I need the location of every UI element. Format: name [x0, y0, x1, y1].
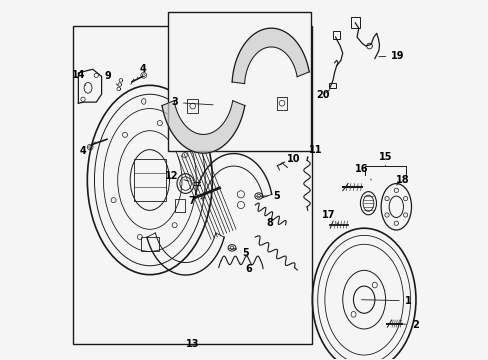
Bar: [73, 26, 312, 344]
Polygon shape: [162, 101, 244, 153]
Text: 12: 12: [164, 171, 188, 181]
Text: 6: 6: [240, 263, 252, 274]
Text: 18: 18: [395, 175, 408, 185]
Text: 8: 8: [265, 212, 272, 228]
Text: 10: 10: [280, 154, 300, 165]
Text: 7: 7: [188, 197, 204, 206]
Bar: [328, 83, 335, 88]
Bar: [134, 158, 165, 202]
Text: 16: 16: [354, 164, 370, 180]
Text: 2: 2: [396, 320, 418, 330]
Text: 17: 17: [321, 210, 338, 225]
Text: 14: 14: [72, 69, 85, 86]
Text: 1: 1: [361, 296, 410, 306]
Text: 5: 5: [261, 191, 280, 201]
Text: 15: 15: [378, 153, 391, 166]
Bar: [332, 31, 339, 39]
Text: 9: 9: [104, 71, 118, 85]
Bar: [175, 199, 184, 212]
Bar: [187, 99, 198, 113]
Bar: [350, 18, 359, 28]
Bar: [141, 237, 159, 251]
Bar: [276, 97, 287, 111]
Bar: [167, 12, 310, 152]
Text: 5: 5: [233, 248, 248, 258]
Text: 20: 20: [316, 90, 329, 100]
Text: 4: 4: [80, 143, 94, 156]
Text: 19: 19: [378, 51, 404, 61]
Text: 4: 4: [137, 64, 146, 77]
Text: 3: 3: [171, 98, 213, 108]
Polygon shape: [232, 28, 308, 84]
Text: 13: 13: [185, 339, 199, 349]
Text: 11: 11: [306, 145, 322, 158]
